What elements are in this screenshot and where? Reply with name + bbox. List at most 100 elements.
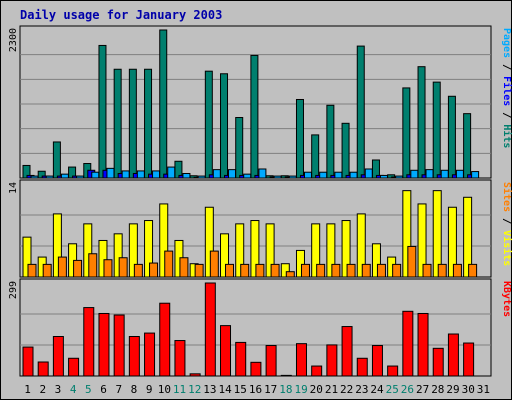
x-tick-label-16: 16	[249, 383, 262, 396]
bar-visits-27	[417, 203, 427, 278]
bar-kbytes-6	[98, 312, 110, 377]
bar-hits-27	[417, 66, 426, 179]
bar-hits-15	[235, 117, 244, 179]
bar-visits-26	[402, 190, 412, 278]
bar-pages-27	[425, 169, 434, 179]
bar-visits-9	[144, 220, 154, 278]
series-label-part: /	[501, 212, 512, 230]
y-max-label: 2300	[8, 28, 19, 52]
bar-sites-9	[149, 262, 159, 278]
bar-sites-3	[57, 256, 67, 278]
bar-kbytes-20	[311, 365, 323, 377]
x-tick-label-4: 4	[70, 383, 77, 396]
bar-sites-27	[422, 263, 432, 278]
bar-kbytes-14	[220, 325, 232, 377]
bar-sites-21	[331, 263, 341, 278]
y-max-label: 299	[8, 281, 19, 299]
bar-kbytes-24	[371, 345, 383, 377]
bar-kbytes-7	[113, 314, 125, 377]
x-tick-label-11: 11	[173, 383, 186, 396]
bar-pages-6	[106, 167, 115, 179]
series-label-middle: Sites / Visits	[501, 182, 512, 266]
x-tick-label-30: 30	[462, 383, 475, 396]
x-tick-label-21: 21	[325, 383, 338, 396]
x-tick-label-3: 3	[55, 383, 62, 396]
bar-kbytes-5	[83, 307, 95, 377]
bar-pages-16	[258, 168, 267, 179]
bar-sites-10	[164, 250, 174, 278]
bar-pages-2	[45, 175, 54, 179]
bar-visits-19	[295, 249, 305, 278]
x-tick-label-17: 17	[264, 383, 277, 396]
chart-title: Daily usage for January 2003	[20, 8, 222, 22]
x-tick-label-10: 10	[158, 383, 171, 396]
bar-visits-6	[98, 239, 108, 278]
bar-sites-14	[225, 263, 235, 278]
bar-visits-30	[463, 196, 473, 278]
bar-visits-24	[371, 243, 381, 278]
bar-pages-28	[440, 169, 449, 179]
bar-sites-8	[133, 263, 143, 278]
series-label-part: KBytes	[501, 281, 512, 317]
bar-visits-20	[311, 223, 321, 278]
x-tick-label-18: 18	[279, 383, 292, 396]
bar-visits-22	[341, 220, 351, 278]
x-tick-label-6: 6	[100, 383, 107, 396]
bar-sites-18	[285, 271, 295, 278]
bar-sites-23	[361, 263, 371, 278]
bar-pages-3	[60, 173, 69, 179]
x-tick-label-27: 27	[416, 383, 429, 396]
bar-sites-5	[88, 253, 98, 278]
series-label-part: Visits	[501, 230, 512, 266]
bar-kbytes-25	[387, 365, 399, 377]
bar-kbytes-9	[144, 332, 156, 377]
bar-pages-9	[152, 170, 161, 179]
bar-kbytes-15	[235, 341, 247, 377]
bar-visits-23	[356, 213, 366, 278]
series-label-part: /	[501, 58, 512, 76]
bar-sites-12	[194, 263, 204, 278]
bar-hits-7	[113, 68, 122, 179]
bar-pages-5	[91, 171, 100, 179]
bar-visits-16	[250, 220, 260, 278]
bar-kbytes-8	[128, 335, 140, 377]
bar-visits-18	[280, 263, 290, 278]
panel-bottom: 299 KBytes	[8, 278, 512, 377]
bar-visits-29	[447, 206, 457, 278]
bar-hits-23	[356, 45, 365, 179]
bar-pages-12	[197, 175, 206, 179]
bar-pages-1	[30, 175, 39, 179]
bar-sites-26	[407, 245, 417, 278]
bar-hits-8	[128, 68, 137, 179]
bar-hits-9	[144, 68, 153, 179]
bar-pages-4	[76, 175, 85, 179]
x-tick-label-26: 26	[401, 383, 414, 396]
bar-pages-8	[136, 170, 145, 179]
bar-visits-21	[326, 223, 336, 278]
series-label-part: /	[501, 106, 512, 124]
x-tick-label-7: 7	[115, 383, 122, 396]
bar-sites-13	[209, 250, 219, 278]
bar-kbytes-3	[52, 335, 64, 377]
bar-pages-29	[455, 169, 464, 179]
bar-pages-26	[410, 169, 419, 179]
bar-pages-17	[273, 175, 282, 179]
bar-kbytes-29	[447, 333, 459, 377]
bar-kbytes-27	[417, 312, 429, 377]
bar-kbytes-18	[280, 374, 292, 377]
bar-visits-17	[265, 223, 275, 278]
bar-kbytes-13	[204, 282, 216, 377]
x-tick-label-31: 31	[477, 383, 490, 396]
bar-pages-11	[182, 172, 191, 179]
bar-hits-26	[402, 87, 411, 179]
bar-sites-7	[118, 257, 128, 278]
bar-hits-28	[432, 81, 441, 179]
bar-sites-28	[437, 263, 447, 278]
bar-sites-1	[27, 263, 37, 278]
bar-sites-29	[452, 263, 462, 278]
bar-sites-25	[392, 263, 402, 278]
bar-pages-10	[167, 166, 176, 179]
bar-pages-15	[243, 173, 252, 179]
bar-kbytes-21	[326, 344, 338, 377]
bar-kbytes-2	[37, 361, 49, 377]
